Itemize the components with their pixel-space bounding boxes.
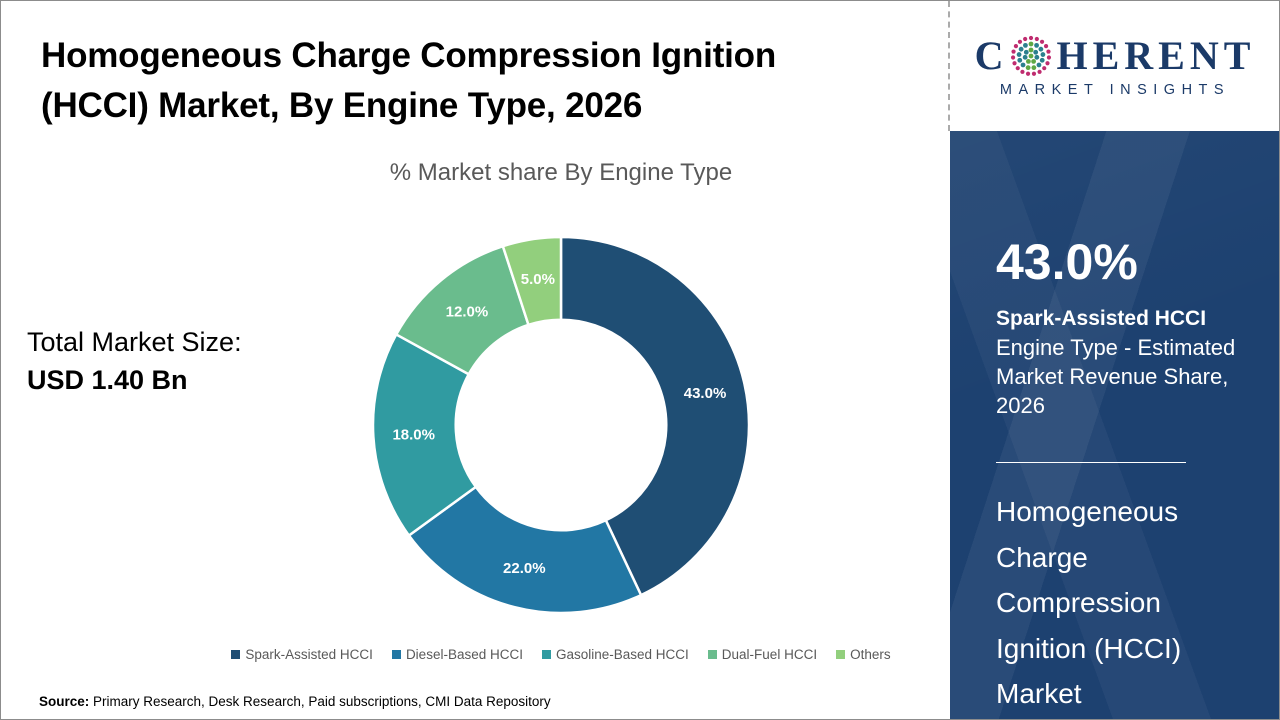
sidebar: 43.0% Spark-Assisted HCCI Engine Type - … bbox=[950, 131, 1279, 719]
slice-data-label: 43.0% bbox=[684, 385, 727, 402]
globe-dot bbox=[1029, 47, 1034, 53]
source-line: Source: Primary Research, Desk Research,… bbox=[39, 694, 551, 709]
legend-item: Gasoline-Based HCCI bbox=[541, 647, 689, 662]
globe-dot bbox=[1018, 39, 1023, 44]
sidebar-stat-title: Spark-Assisted HCCI bbox=[996, 307, 1207, 330]
total-market-size-value: USD 1.40 Bn bbox=[27, 365, 188, 395]
chart-title: % Market share By Engine Type bbox=[389, 159, 733, 186]
globe-dot bbox=[1031, 65, 1037, 71]
globe-dot bbox=[1037, 69, 1043, 74]
donut-slice-3 bbox=[371, 333, 478, 537]
donut-slice-1 bbox=[559, 235, 751, 597]
globe-dot bbox=[1011, 49, 1017, 54]
chart-legend: Spark-Assisted HCCI Diesel-Based HCCI Gaso… bbox=[61, 647, 1061, 662]
slice-data-label: 18.0% bbox=[392, 426, 435, 443]
legend-label: Others bbox=[850, 647, 891, 662]
legend-item: Diesel-Based HCCI bbox=[391, 647, 523, 662]
globe-dot bbox=[1020, 69, 1026, 74]
globe-dot bbox=[1017, 52, 1022, 57]
sidebar-content: 43.0% Spark-Assisted HCCI Engine Type - … bbox=[950, 131, 1279, 717]
sidebar-divider-line bbox=[996, 462, 1186, 463]
page-title: Homogeneous Charge Compression Ignition … bbox=[41, 36, 777, 125]
sidebar-stat-value: 43.0% bbox=[996, 234, 1138, 290]
slice-data-label: 12.0% bbox=[446, 303, 489, 320]
total-market-size: Total Market Size: USD 1.40 Bn bbox=[27, 325, 242, 397]
globe-dot bbox=[1021, 62, 1026, 68]
legend-label: Dual-Fuel HCCI bbox=[721, 647, 818, 662]
globe-dot bbox=[1023, 54, 1029, 60]
sidebar-market-name: Homogeneous Charge Compression Ignition … bbox=[996, 496, 1182, 709]
logo: C HERENT MARKET INSIGHTS bbox=[950, 1, 1279, 131]
legend-swatch-icon bbox=[836, 650, 846, 659]
source-label: Source: bbox=[39, 694, 90, 709]
sidebar-stat-description: Engine Type - Estimated Market Revenue S… bbox=[996, 335, 1236, 418]
legend-swatch-icon bbox=[391, 650, 401, 659]
dashed-divider bbox=[948, 1, 950, 131]
logo-subtitle: MARKET INSIGHTS bbox=[999, 82, 1231, 98]
globe-dot bbox=[1047, 55, 1052, 60]
globe-dot bbox=[1040, 39, 1045, 44]
globe-dot bbox=[1038, 46, 1044, 52]
globe-dot bbox=[1012, 61, 1018, 66]
legend-label: Diesel-Based HCCI bbox=[405, 647, 523, 662]
globe-dot bbox=[1040, 57, 1046, 63]
logo-wordmark: C HERENT bbox=[975, 34, 1256, 78]
globe-dot bbox=[1029, 35, 1034, 41]
legend-label: Gasoline-Based HCCI bbox=[555, 647, 689, 662]
globe-dot bbox=[1019, 46, 1024, 52]
globe-dot bbox=[1023, 36, 1028, 42]
legend-item: Spark-Assisted HCCI bbox=[231, 647, 373, 662]
legend-swatch-icon bbox=[541, 650, 551, 659]
globe-dot bbox=[1045, 61, 1051, 66]
globe-dot bbox=[1044, 44, 1049, 49]
globe-dot bbox=[1029, 41, 1034, 47]
slice-data-label: 22.0% bbox=[503, 560, 546, 577]
globe-dot bbox=[1031, 59, 1037, 64]
main-content-area: Homogeneous Charge Compression Ignition … bbox=[1, 1, 949, 719]
globe-dot bbox=[1034, 42, 1040, 48]
legend-label: Spark-Assisted HCCI bbox=[245, 647, 373, 662]
globe-dot bbox=[1011, 55, 1016, 60]
globe-dot bbox=[1026, 71, 1031, 76]
donut-slice-2 bbox=[407, 485, 643, 615]
globe-dot bbox=[1017, 57, 1023, 63]
legend-swatch-icon bbox=[707, 650, 717, 659]
globe-dot bbox=[1023, 42, 1029, 48]
logo-letters-rest: HERENT bbox=[1056, 33, 1256, 78]
total-market-size-label: Total Market Size: bbox=[27, 327, 242, 357]
globe-dot bbox=[1037, 62, 1042, 68]
globe-dot bbox=[1016, 66, 1021, 71]
globe-dot bbox=[1035, 36, 1040, 42]
globe-dot bbox=[1026, 59, 1032, 64]
globe-dot bbox=[1034, 54, 1040, 60]
donut-slice-5 bbox=[501, 235, 563, 327]
globe-dot bbox=[1042, 66, 1047, 71]
globe-dot bbox=[1032, 71, 1037, 76]
slice-data-label: 5.0% bbox=[521, 271, 555, 288]
globe-dot bbox=[1033, 49, 1039, 55]
globe-dot bbox=[1029, 53, 1034, 59]
globe-dot bbox=[1014, 44, 1019, 49]
legend-item: Others bbox=[836, 647, 891, 662]
logo-letter-c: C bbox=[974, 33, 1009, 78]
globe-dot bbox=[1046, 49, 1052, 54]
coherent-globe-icon bbox=[1011, 35, 1052, 76]
legend-swatch-icon bbox=[231, 650, 241, 659]
globe-dot bbox=[1026, 65, 1031, 71]
donut-chart: 43.0% 22.0% 18.0% 12.0% 5.0% bbox=[371, 235, 751, 615]
globe-dot bbox=[1024, 49, 1030, 55]
globe-dot bbox=[1040, 52, 1046, 57]
legend-item: Dual-Fuel HCCI bbox=[707, 647, 818, 662]
source-text: Primary Research, Desk Research, Paid su… bbox=[89, 694, 551, 709]
